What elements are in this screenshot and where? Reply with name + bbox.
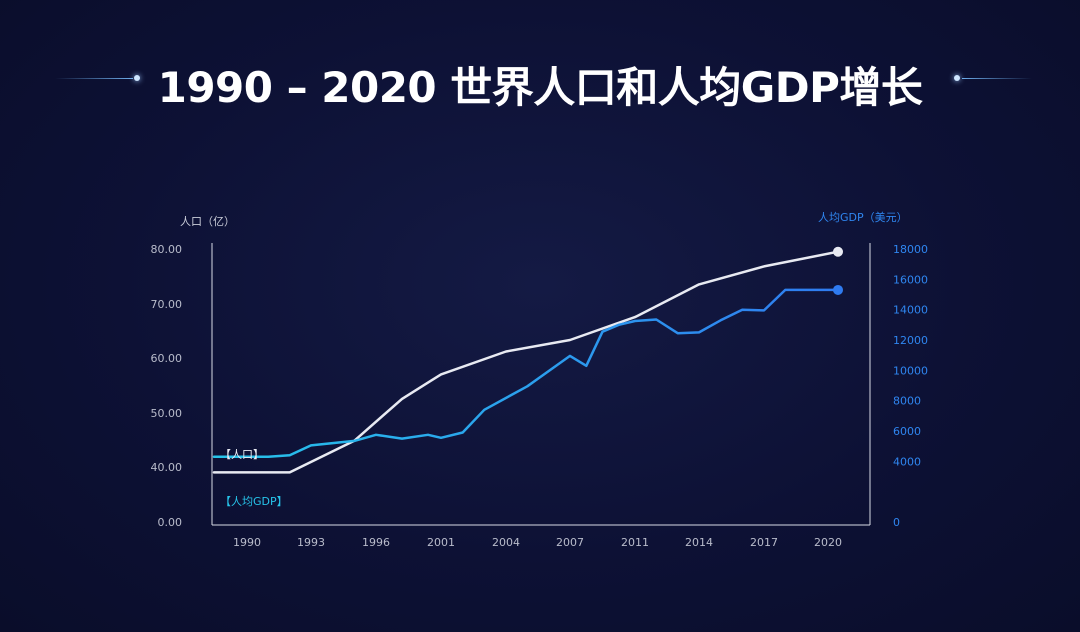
title-bar: 1990 – 2020 世界人口和人均GDP增长 [0,50,1080,112]
title-decoration-right [962,78,1032,79]
series-layer [212,246,843,474]
x-tick-label: 1990 [233,536,261,549]
y-left-tick-label: 80.00 [151,243,183,256]
page-title: 1990 – 2020 世界人口和人均GDP增长 [157,63,923,112]
x-tick-label: 2017 [750,536,778,549]
x-tick-label: 2014 [685,536,713,549]
y-left-tick-label: 60.00 [151,352,183,365]
y-left-tick-label: 70.00 [151,298,183,311]
series-label-gdp-per-capita: 【人均GDP】 [220,495,288,508]
title-decoration-left [55,78,133,79]
series-endpoint-population [833,246,843,257]
y-right-tick-label: 0 [893,516,900,529]
series-label-population: 【人口】 [220,448,264,461]
y-right-tick-label: 14000 [893,304,928,317]
x-tick-label: 1996 [362,536,390,549]
axes [211,243,871,526]
y-left-axis-label: 人口（亿） [180,215,235,228]
y-right-tick-label: 16000 [893,273,928,286]
x-tick-label: 2001 [427,536,455,549]
series-endpoint-gdp-per-capita [833,284,843,295]
y-right-tick-label: 18000 [893,243,928,256]
y-right-tick-label: 6000 [893,425,921,438]
series-line-population [212,250,840,474]
y-right-axis-label: 人均GDP（美元） [818,211,908,224]
x-tick-label: 1993 [297,536,325,549]
title-decoration-dot-right [954,75,960,81]
x-tick-label: 2011 [621,536,649,549]
y-left-tick-label: 40.00 [151,461,183,474]
y-right-tick-label: 4000 [893,455,921,468]
y-right-tick-label: 10000 [893,364,928,377]
x-tick-label: 2007 [556,536,584,549]
x-tick-label: 2004 [492,536,520,549]
series-line-gdp-per-capita [212,288,840,459]
labels-layer: 人口（亿） 人均GDP（美元） 0.00 40.00 50.00 60.00 70.00 80… [151,211,929,549]
y-right-tick-label: 8000 [893,395,921,408]
x-tick-label: 2020 [814,536,842,549]
y-right-tick-label: 12000 [893,334,928,347]
y-left-tick-label: 50.00 [151,407,183,420]
title-decoration-dot-left [134,75,140,81]
y-left-tick-label: 0.00 [158,516,183,529]
